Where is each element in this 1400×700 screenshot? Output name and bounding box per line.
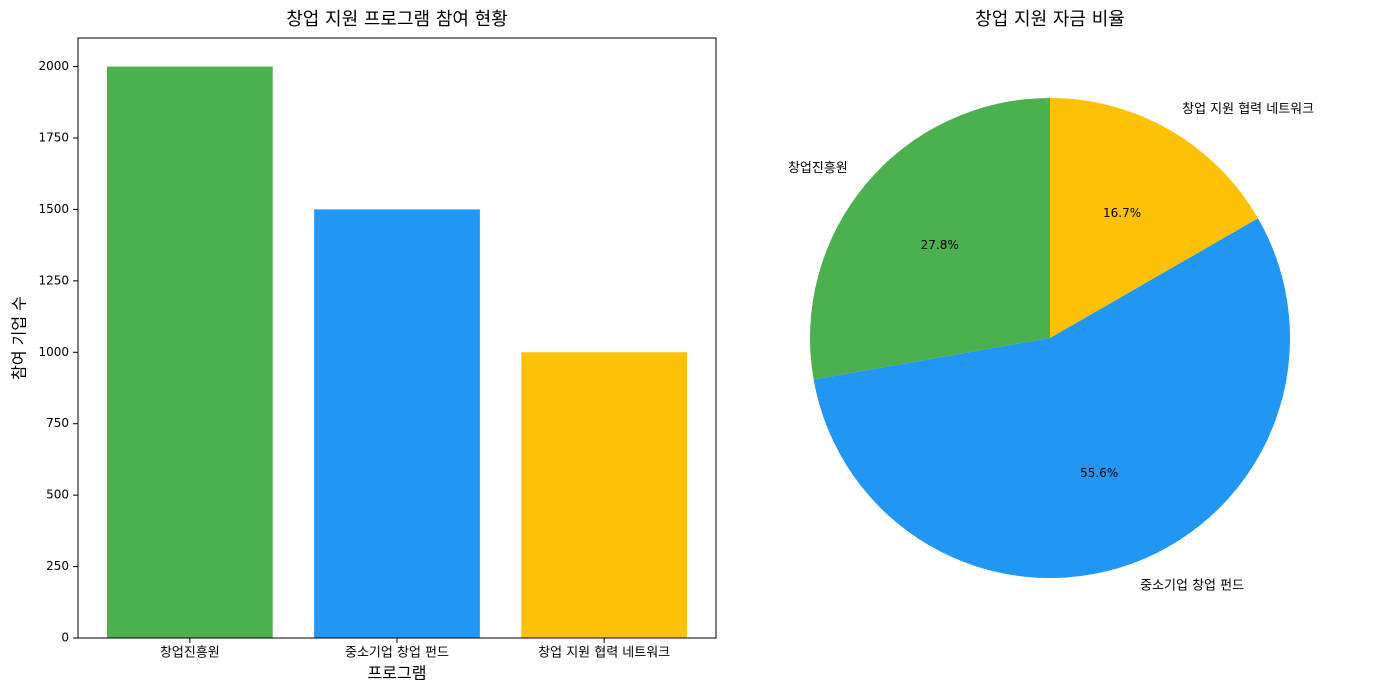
percent-label: 16.7% [1103,206,1141,220]
y-tick-label: 1000 [38,345,69,359]
y-tick-label: 750 [46,416,69,430]
slice-label: 중소기업 창업 펀드 [1140,579,1244,594]
y-tick-label: 0 [61,631,69,645]
y-tick-label: 1250 [38,273,69,287]
y-tick-label: 1500 [38,202,69,216]
y-tick-label: 500 [46,488,69,502]
percent-label: 27.8% [921,238,959,252]
pie-slice [809,98,1050,380]
pie-slice [1050,98,1258,338]
pie-slice [813,218,1290,578]
y-tick-label: 250 [46,559,69,573]
pie-title: 창업 지원 자금 비율 [975,9,1125,30]
slice-label: 창업진흥원 [788,161,848,176]
axes-frame [77,37,717,639]
bar-title: 창업 지원 프로그램 참여 현황 [286,9,508,30]
percent-label: 55.6% [1080,466,1118,480]
slice-label: 창업 지원 협력 네트워크 [1182,102,1314,117]
bar [521,352,687,638]
bar [314,209,480,638]
y-tick-label: 1750 [38,131,69,145]
x-tick-label: 창업 지원 협력 네트워크 [538,646,670,661]
bar [107,66,273,639]
x-tick-label: 중소기업 창업 펀드 [345,646,449,661]
y-tick-label: 2000 [38,59,69,73]
y-axis-label: 참여 기업 수 [10,296,29,380]
x-tick-label: 창업진흥원 [160,646,220,661]
x-axis-label: 프로그램 [368,664,427,683]
